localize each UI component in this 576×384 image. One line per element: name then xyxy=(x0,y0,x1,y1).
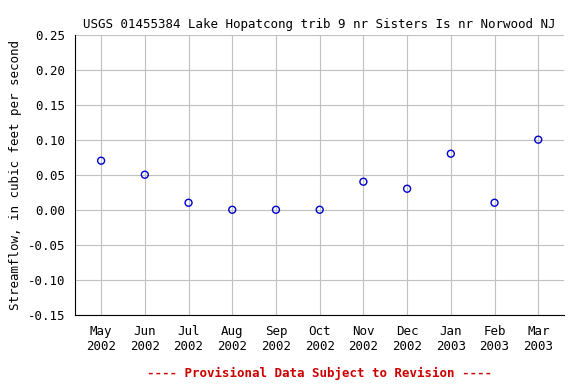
Point xyxy=(184,200,193,206)
Y-axis label: Streamflow, in cubic feet per second: Streamflow, in cubic feet per second xyxy=(9,40,22,310)
Point xyxy=(359,179,368,185)
Point xyxy=(446,151,456,157)
Point xyxy=(97,158,106,164)
Point xyxy=(271,207,281,213)
Title: USGS 01455384 Lake Hopatcong trib 9 nr Sisters Is nr Norwood NJ: USGS 01455384 Lake Hopatcong trib 9 nr S… xyxy=(84,18,556,31)
Point xyxy=(315,207,324,213)
Point xyxy=(140,172,149,178)
Text: ---- Provisional Data Subject to Revision ----: ---- Provisional Data Subject to Revisio… xyxy=(147,367,492,380)
Point xyxy=(533,137,543,143)
Point xyxy=(403,186,412,192)
Point xyxy=(490,200,499,206)
Point xyxy=(228,207,237,213)
